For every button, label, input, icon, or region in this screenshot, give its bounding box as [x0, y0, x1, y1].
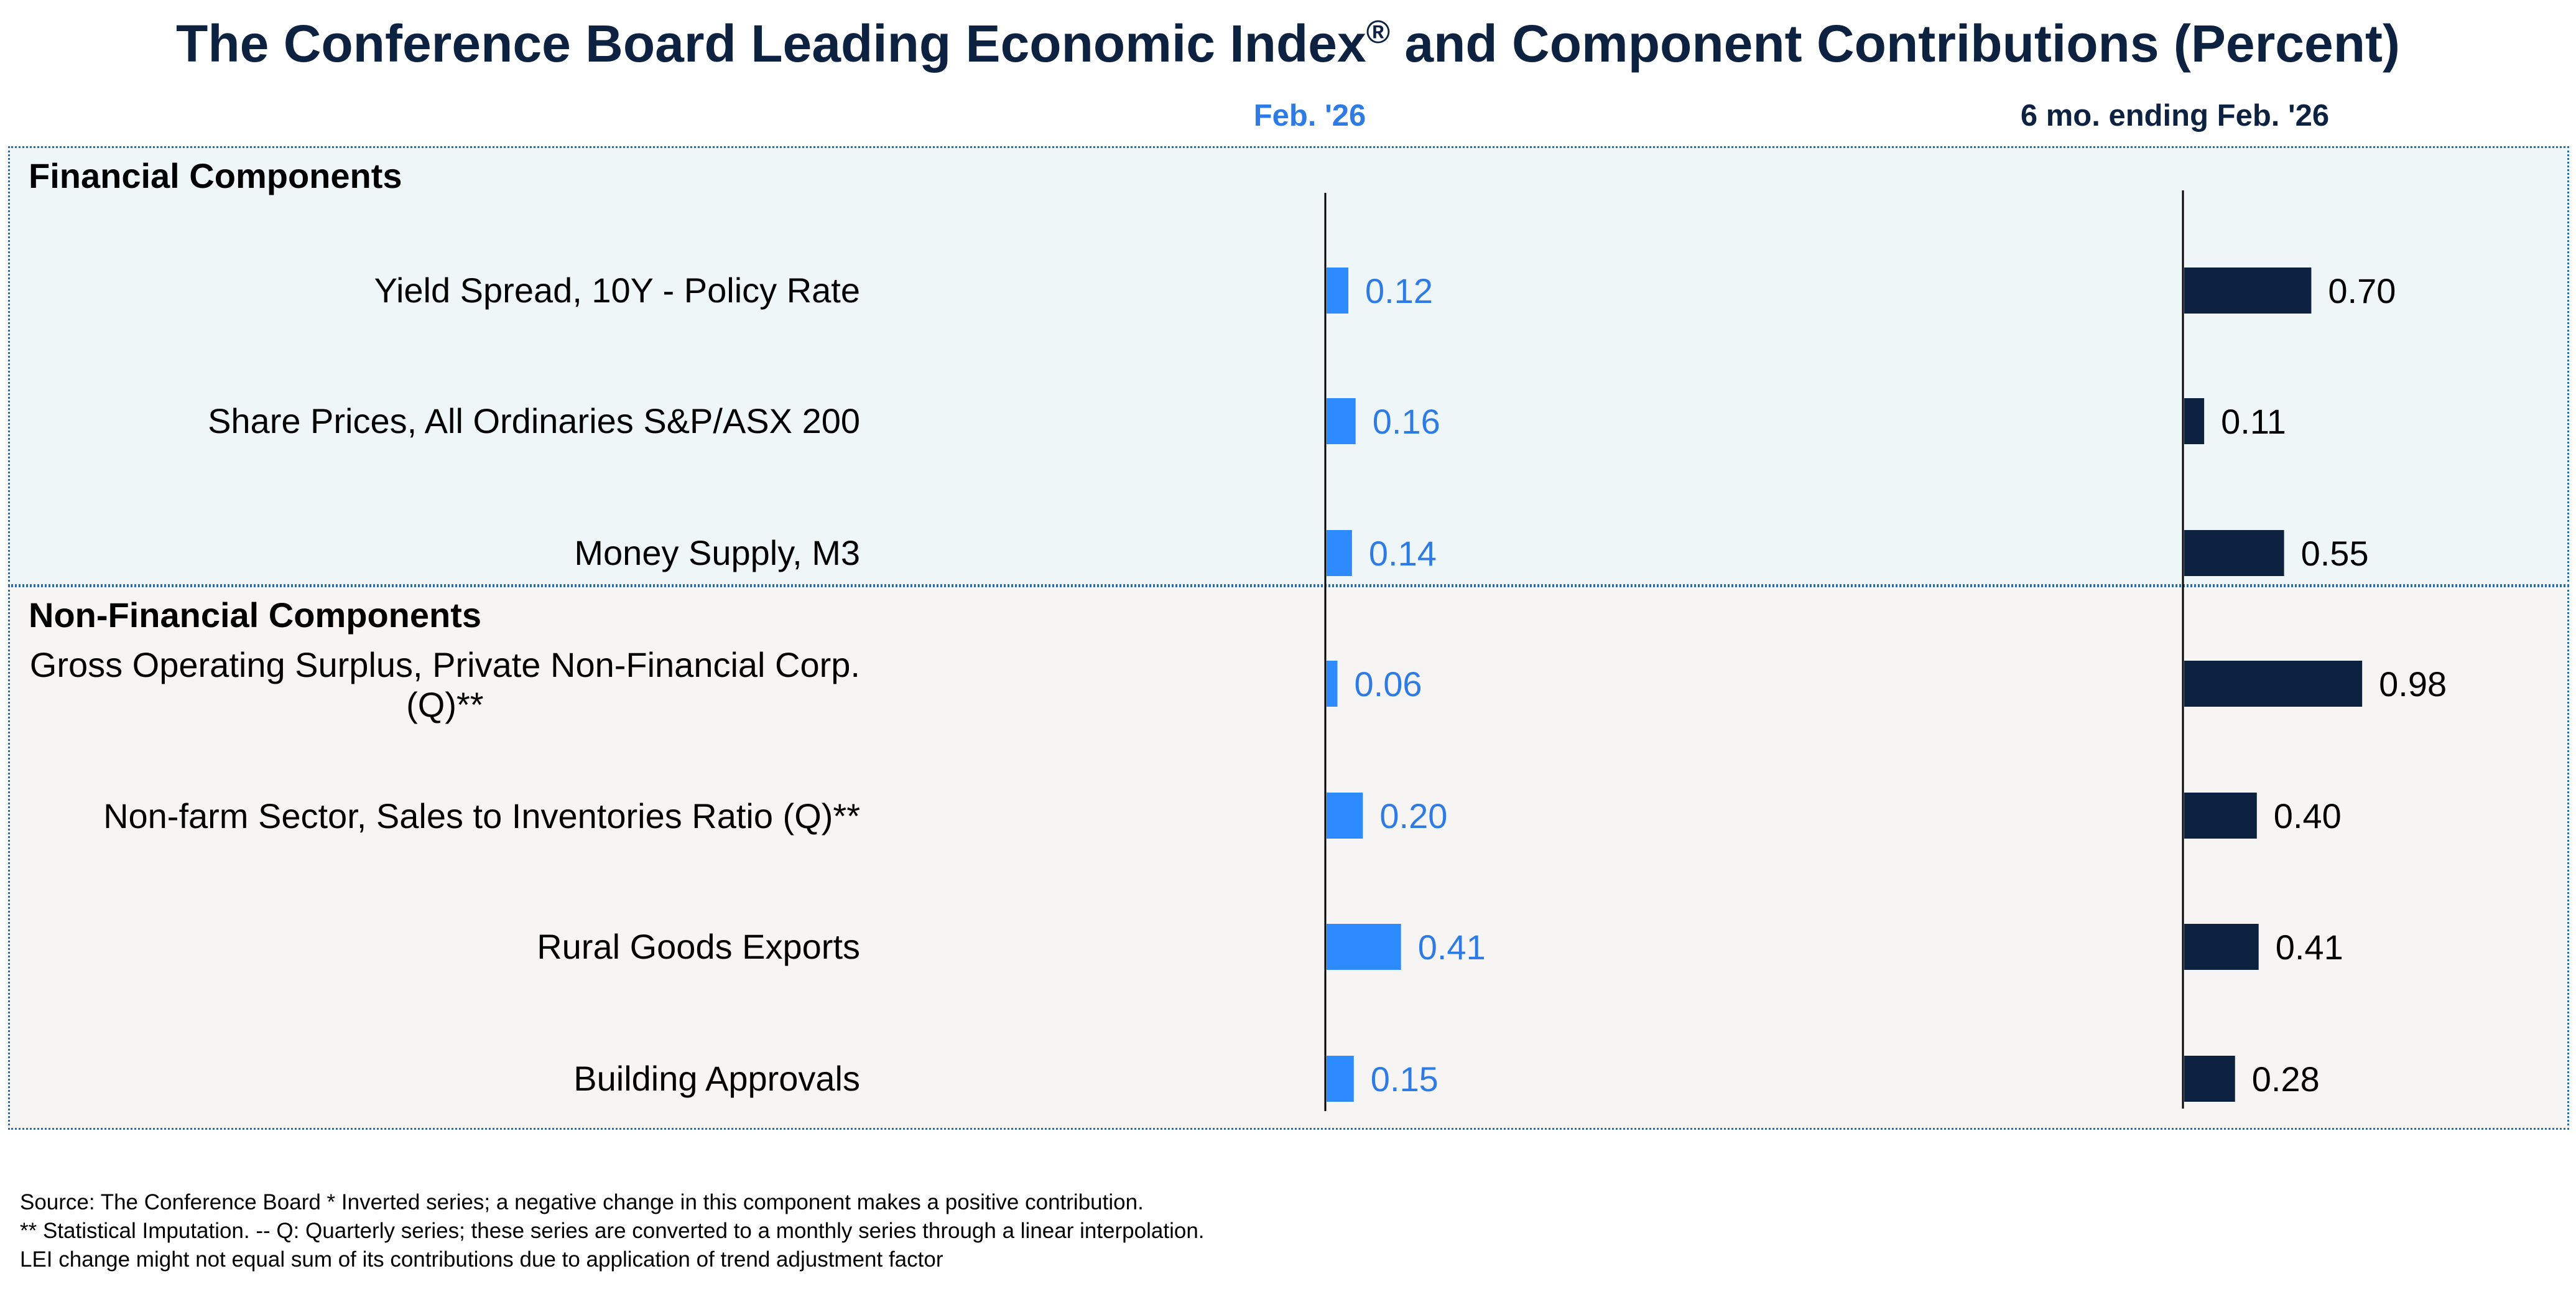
- data-label-month: 0.41: [1418, 928, 1486, 967]
- row-label: Share Prices, All Ordinaries S&P/ASX 200: [208, 401, 860, 440]
- non-financial-section-panel: [8, 585, 2569, 1130]
- data-label-month: 0.14: [1369, 534, 1437, 573]
- bar-month: [1327, 1056, 1354, 1102]
- data-label-six-month: 0.11: [2221, 402, 2286, 441]
- bar-month: [1327, 398, 1356, 444]
- financial-section-panel: [8, 146, 2569, 586]
- footer-line: LEI change might not equal sum of its co…: [20, 1247, 943, 1272]
- bar-six-month: [2184, 793, 2257, 839]
- footer-line: Source: The Conference Board * Inverted …: [20, 1190, 1144, 1214]
- data-label-six-month: 0.70: [2328, 271, 2396, 310]
- bar-month: [1327, 924, 1401, 970]
- data-label-month: 0.15: [1371, 1059, 1439, 1099]
- footer-line: ** Statistical Imputation. -- Q: Quarter…: [20, 1219, 1205, 1243]
- data-label-six-month: 0.98: [2379, 664, 2447, 704]
- row-label-multiline: Gross Operating Surplus, Private Non-Fin…: [30, 645, 860, 725]
- data-label-month: 0.06: [1355, 664, 1422, 704]
- row-label: Non-farm Sector, Sales to Inventories Ra…: [103, 796, 860, 836]
- bar-six-month: [2184, 924, 2259, 970]
- section-label-non-financial: Non-Financial Components: [29, 595, 481, 635]
- data-label-month: 0.16: [1373, 402, 1440, 441]
- bar-six-month: [2184, 398, 2205, 444]
- row-label: Rural Goods Exports: [537, 927, 860, 966]
- title-text: The Conference Board Leading Economic In…: [176, 14, 1366, 73]
- chart-title: The Conference Board Leading Economic In…: [0, 14, 2576, 74]
- bar-month: [1327, 661, 1338, 707]
- row-label: Yield Spread, 10Y - Policy Rate: [374, 271, 860, 310]
- column-header-six-month: 6 mo. ending Feb. '26: [2020, 99, 2330, 133]
- bar-six-month: [2184, 268, 2312, 314]
- row-label-line-1: Gross Operating Surplus, Private Non-Fin…: [29, 645, 860, 684]
- row-label: Money Supply, M3: [574, 533, 860, 572]
- bar-six-month: [2184, 1056, 2235, 1102]
- row-label-line-2: (Q)**: [406, 685, 484, 724]
- bar-six-month: [2184, 661, 2363, 707]
- title-suffix: and Component Contributions (Percent): [1404, 14, 2400, 73]
- title-registered-mark: ®: [1366, 14, 1391, 50]
- bar-month: [1327, 268, 1349, 314]
- data-label-six-month: 0.41: [2276, 928, 2343, 967]
- column-header-month: Feb. '26: [1253, 99, 1366, 133]
- bar-month: [1327, 530, 1352, 576]
- data-label-six-month: 0.40: [2274, 796, 2342, 836]
- bar-month: [1327, 793, 1363, 839]
- data-label-six-month: 0.55: [2301, 534, 2369, 573]
- section-label-financial: Financial Components: [29, 156, 402, 195]
- footer-notes: Source: The Conference Board * Inverted …: [20, 1188, 1205, 1274]
- data-label-six-month: 0.28: [2252, 1059, 2320, 1099]
- bar-six-month: [2184, 530, 2284, 576]
- row-label: Building Approvals: [573, 1059, 860, 1098]
- data-label-month: 0.20: [1379, 796, 1447, 836]
- data-label-month: 0.12: [1365, 271, 1433, 310]
